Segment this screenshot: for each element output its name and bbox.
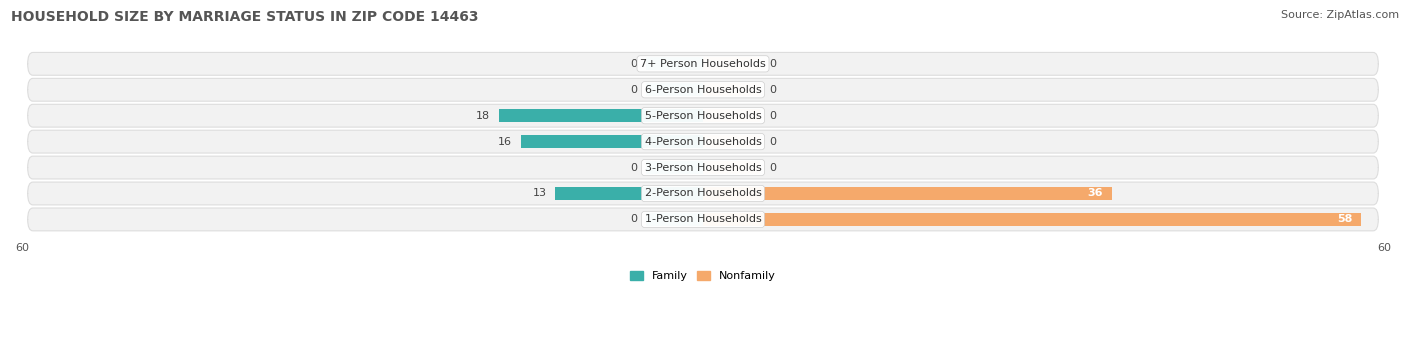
Bar xyxy=(703,161,759,174)
Text: 58: 58 xyxy=(1337,214,1353,224)
FancyBboxPatch shape xyxy=(28,104,1378,127)
Bar xyxy=(647,213,703,226)
Text: 13: 13 xyxy=(533,189,547,198)
Bar xyxy=(703,109,759,122)
Text: 1-Person Households: 1-Person Households xyxy=(644,214,762,224)
FancyBboxPatch shape xyxy=(28,156,1378,179)
Bar xyxy=(647,83,703,97)
Text: 0: 0 xyxy=(630,59,637,69)
Text: HOUSEHOLD SIZE BY MARRIAGE STATUS IN ZIP CODE 14463: HOUSEHOLD SIZE BY MARRIAGE STATUS IN ZIP… xyxy=(11,10,479,24)
Text: 36: 36 xyxy=(1087,189,1102,198)
Text: 5-Person Households: 5-Person Households xyxy=(644,111,762,121)
FancyBboxPatch shape xyxy=(28,182,1378,205)
Text: 0: 0 xyxy=(769,85,776,95)
FancyBboxPatch shape xyxy=(28,53,1378,75)
Bar xyxy=(647,57,703,71)
Text: 0: 0 xyxy=(630,85,637,95)
FancyBboxPatch shape xyxy=(28,208,1378,231)
Bar xyxy=(647,161,703,174)
Text: 0: 0 xyxy=(769,137,776,147)
Bar xyxy=(703,135,759,148)
Text: 0: 0 xyxy=(769,59,776,69)
Bar xyxy=(522,135,703,148)
Text: 4-Person Households: 4-Person Households xyxy=(644,137,762,147)
Bar xyxy=(703,57,759,71)
Bar xyxy=(555,187,703,200)
Text: 18: 18 xyxy=(475,111,489,121)
Text: 0: 0 xyxy=(630,214,637,224)
FancyBboxPatch shape xyxy=(28,78,1378,101)
Bar xyxy=(703,213,1361,226)
Bar xyxy=(703,83,759,97)
Text: 0: 0 xyxy=(630,163,637,173)
FancyBboxPatch shape xyxy=(28,130,1378,153)
Text: 3-Person Households: 3-Person Households xyxy=(644,163,762,173)
Text: 7+ Person Households: 7+ Person Households xyxy=(640,59,766,69)
Text: 6-Person Households: 6-Person Households xyxy=(644,85,762,95)
Text: 2-Person Households: 2-Person Households xyxy=(644,189,762,198)
Legend: Family, Nonfamily: Family, Nonfamily xyxy=(626,266,780,286)
Text: Source: ZipAtlas.com: Source: ZipAtlas.com xyxy=(1281,10,1399,20)
Text: 0: 0 xyxy=(769,111,776,121)
Bar xyxy=(703,187,1112,200)
Text: 0: 0 xyxy=(769,163,776,173)
Text: 16: 16 xyxy=(498,137,512,147)
Bar xyxy=(499,109,703,122)
